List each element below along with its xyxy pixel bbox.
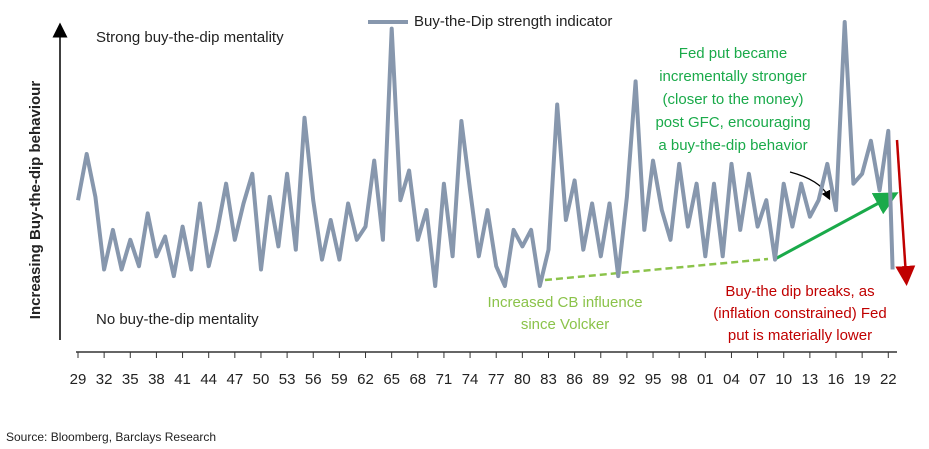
x-tick-label: 41 <box>174 371 191 388</box>
x-tick-label: 59 <box>331 371 348 388</box>
x-tick-label: 35 <box>122 371 139 388</box>
x-tick-label: 62 <box>357 371 374 388</box>
x-tick-label: 56 <box>305 371 322 388</box>
red-arrow <box>895 139 916 286</box>
x-tick-label: 86 <box>566 371 583 388</box>
x-tick-label: 47 <box>226 371 243 388</box>
x-tick-label: 53 <box>279 371 296 388</box>
annotation: since Volcker <box>521 316 609 333</box>
x-tick-label: 68 <box>409 371 426 388</box>
annotation: No buy-the-dip mentality <box>96 311 259 328</box>
source: Source: Bloomberg, Barclays Research <box>6 430 216 444</box>
annotation: (inflation constrained) Fed <box>713 305 886 322</box>
annotation: Strong buy-the-dip mentality <box>96 29 284 46</box>
annotation: Fed put became <box>679 45 787 62</box>
x-tick-label: 04 <box>723 371 740 388</box>
x-tick-label: 19 <box>854 371 871 388</box>
x-tick-label: 74 <box>462 371 479 388</box>
annotation: (closer to the money) <box>663 91 804 108</box>
x-tick-label: 10 <box>775 371 792 388</box>
y-label: Increasing Buy-the-dip behaviour <box>27 81 44 320</box>
x-tick-label: 98 <box>671 371 688 388</box>
x-tick-label: 32 <box>96 371 113 388</box>
x-tick-label: 92 <box>619 371 636 388</box>
annotation: incrementally stronger <box>659 68 807 85</box>
x-tick-label: 38 <box>148 371 165 388</box>
x-tick-label: 22 <box>880 371 897 388</box>
x-tick-label: 13 <box>802 371 819 388</box>
x-tick-label: 77 <box>488 371 505 388</box>
x-tick-label: 95 <box>645 371 662 388</box>
x-tick-label: 07 <box>749 371 766 388</box>
x-tick-label: 29 <box>70 371 87 388</box>
annotation: a buy-the-dip behavior <box>658 137 807 154</box>
dashed-arrow <box>544 257 769 282</box>
green-arrow <box>774 192 899 261</box>
x-tick-label: 16 <box>828 371 845 388</box>
x-tick-label: 89 <box>592 371 609 388</box>
x-tick-label: 71 <box>436 371 453 388</box>
annotation: put is materially lower <box>728 327 872 344</box>
annotation: Buy-the dip breaks, as <box>725 283 874 300</box>
series-line <box>76 20 895 288</box>
x-tick-label: 01 <box>697 371 714 388</box>
x-tick-label: 83 <box>540 371 557 388</box>
pointer-arrow <box>789 171 831 201</box>
x-tick-label: 44 <box>200 371 217 388</box>
annotation: Increased CB influence <box>487 294 642 311</box>
x-tick-label: 50 <box>253 371 270 388</box>
x-tick-label: 65 <box>383 371 400 388</box>
annotation: post GFC, encouraging <box>655 114 810 131</box>
x-tick-label: 80 <box>514 371 531 388</box>
legend-label: Buy-the-Dip strength indicator <box>414 13 612 30</box>
